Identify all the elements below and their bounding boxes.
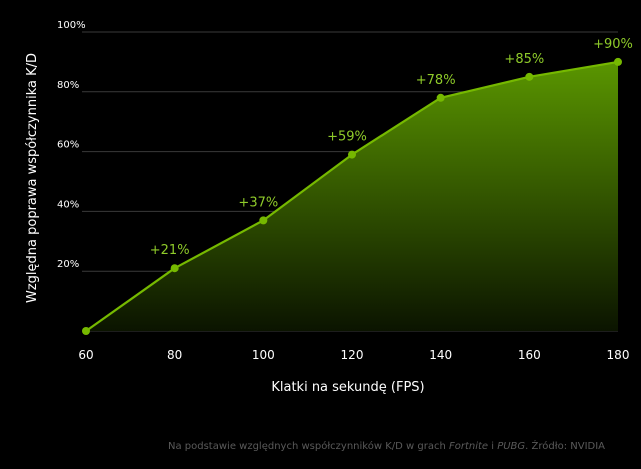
y-axis-label: Względna poprawa współczynnika K/D	[25, 53, 40, 303]
data-label-180: +90%	[593, 37, 633, 52]
y-tick-label-20: 20%	[57, 259, 79, 270]
data-label-120: +59%	[327, 130, 367, 145]
footnote-text-3: . Źródło: NVIDIA	[525, 441, 606, 452]
source-footnote: Na podstawie względnych współczynników K…	[168, 441, 630, 452]
data-point-60	[82, 327, 90, 335]
data-point-180	[614, 57, 622, 66]
x-tick-label-120: 120	[341, 348, 364, 362]
footnote-text-2: i	[488, 441, 498, 452]
data-label-80: +21%	[150, 243, 190, 258]
y-axis-ticks: 20% 40% 60% 80% 100%	[57, 20, 86, 270]
area-path	[86, 61, 618, 332]
y-tick-label-40: 40%	[57, 199, 79, 210]
footnote-game-pubg: PUBG	[497, 441, 526, 452]
data-label-100: +37%	[238, 195, 278, 210]
footnote-text-1: Na podstawie względnych współczynników K…	[168, 441, 449, 452]
y-tick-label-100: 100%	[57, 20, 86, 31]
data-labels: +21% +37% +59% +78% +85% +90%	[150, 37, 633, 258]
area-fill	[86, 61, 618, 332]
x-axis-ticks: 60 80 100 120 140 160 180	[78, 348, 629, 362]
x-tick-label-160: 160	[518, 348, 541, 362]
x-tick-label-180: 180	[607, 348, 630, 362]
data-label-160: +85%	[504, 52, 544, 67]
data-point-140	[436, 93, 445, 102]
y-tick-label-80: 80%	[57, 80, 79, 91]
x-axis-label: Klatki na sekundę (FPS)	[271, 380, 424, 395]
footnote-game-fortnite: Fortnite	[448, 441, 489, 452]
data-point-100	[259, 216, 268, 225]
y-tick-label-60: 60%	[57, 140, 79, 151]
x-tick-label-140: 140	[429, 348, 452, 362]
data-points	[82, 57, 622, 335]
data-point-160	[525, 72, 534, 81]
data-label-140: +78%	[416, 73, 456, 88]
data-point-80	[170, 264, 179, 273]
data-point-120	[348, 150, 356, 159]
x-tick-label-60: 60	[78, 348, 93, 362]
x-tick-label-100: 100	[252, 348, 275, 362]
x-tick-label-80: 80	[167, 348, 182, 362]
